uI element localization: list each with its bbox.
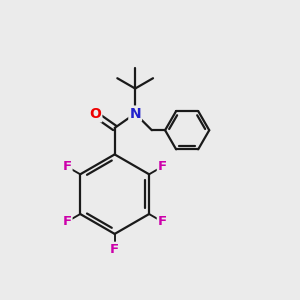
Text: F: F xyxy=(158,160,167,173)
Text: F: F xyxy=(110,243,119,256)
Text: F: F xyxy=(158,215,167,228)
Text: F: F xyxy=(62,160,71,173)
Text: F: F xyxy=(62,215,71,228)
Text: N: N xyxy=(129,106,141,121)
Text: O: O xyxy=(89,107,101,122)
